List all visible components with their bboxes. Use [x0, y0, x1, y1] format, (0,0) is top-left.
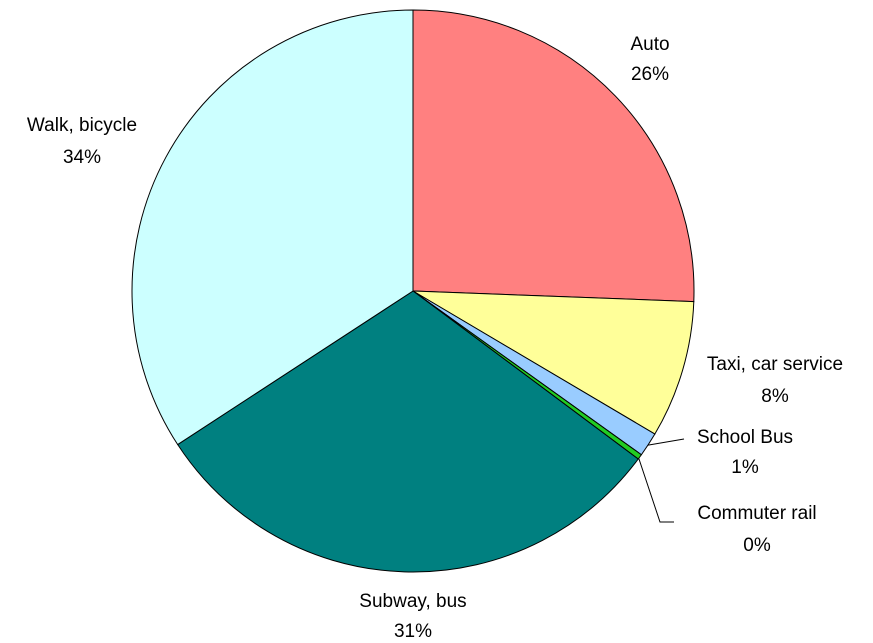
pie-slice: [176, 290, 639, 573]
slice-label: Taxi, car service: [707, 354, 843, 375]
pie-slice: [131, 9, 414, 446]
slice-value-label: 31%: [394, 621, 432, 642]
slice-label: School Bus: [697, 427, 793, 448]
slice-value-label: 8%: [761, 386, 789, 407]
slice-label: Auto: [630, 34, 669, 55]
leader-line: [642, 438, 685, 447]
leader-line: [637, 455, 674, 523]
slice-value-label: 1%: [731, 457, 759, 478]
slice-label: Commuter rail: [697, 503, 816, 524]
slice-value-label: 34%: [63, 147, 101, 168]
pie-slice: [412, 9, 695, 303]
slice-value-label: 26%: [631, 64, 669, 85]
pie-slice: [412, 290, 695, 435]
slice-label: Subway, bus: [359, 591, 466, 612]
slice-label: Walk, bicycle: [27, 115, 137, 136]
slice-value-label: 0%: [743, 535, 771, 556]
